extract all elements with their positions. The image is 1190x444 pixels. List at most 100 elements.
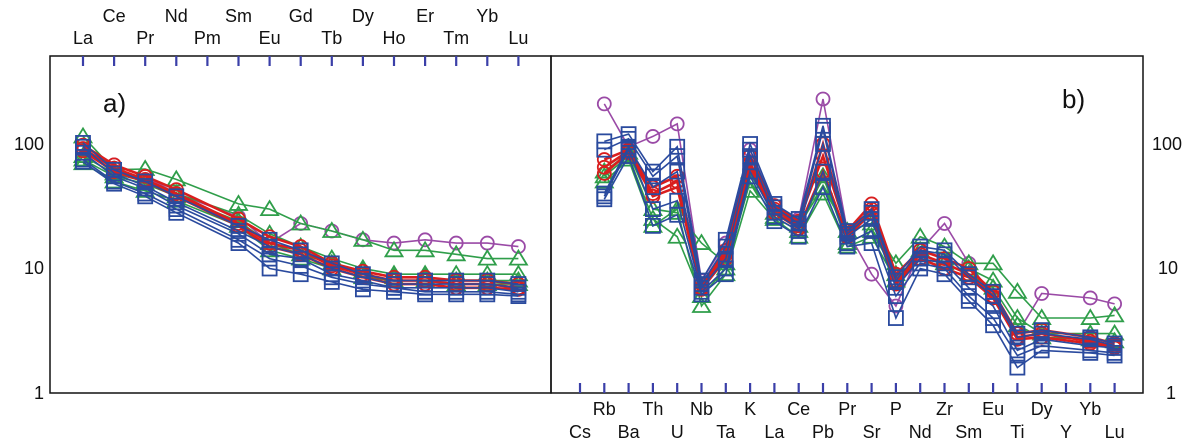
a-series-2-point-11 xyxy=(415,240,436,258)
b-series-1-point-4 xyxy=(669,116,685,132)
b-series-12-point-11 xyxy=(839,238,856,255)
b-series-12-point-17 xyxy=(985,317,1001,334)
a-x-label-Tb: Tb xyxy=(321,28,342,48)
b-x-label-Nd: Nd xyxy=(909,422,932,442)
b-series-4-point-1 xyxy=(594,171,615,189)
b-series-4-point-5 xyxy=(691,296,712,313)
b-series-11-point-12 xyxy=(863,223,880,239)
b-series-12-point-7 xyxy=(742,168,758,185)
a-series-13-point-3 xyxy=(137,188,154,205)
b-x-label-Sm: Sm xyxy=(955,422,982,442)
b-x-label-Ti: Ti xyxy=(1010,422,1024,442)
a-series-13 xyxy=(75,153,527,305)
b-series-10-point-12 xyxy=(863,211,880,227)
panel-b-x-ticks xyxy=(578,383,1116,393)
b-x-label-Eu: Eu xyxy=(982,399,1004,419)
b-series-2-point-18 xyxy=(1007,282,1028,299)
a-series-13-point-2 xyxy=(106,175,122,192)
b-series-3-point-1 xyxy=(594,166,615,184)
b-series-12-point-9 xyxy=(790,228,807,245)
b-series-10-point-7 xyxy=(742,148,758,164)
b-x-label-Ce: Ce xyxy=(787,399,810,419)
b-x-label-Cs: Cs xyxy=(569,422,591,442)
a-x-label-Sm: Sm xyxy=(225,6,252,26)
a-x-label-Dy: Dy xyxy=(352,6,374,26)
b-x-label-Pr: Pr xyxy=(838,399,856,419)
y-tick-label-1-left: 1 xyxy=(34,383,44,403)
b-series-1-point-21 xyxy=(1107,296,1122,312)
b-series-9-point-14 xyxy=(912,242,929,259)
b-x-label-Th: Th xyxy=(642,399,663,419)
b-series-12-line xyxy=(603,154,1115,369)
b-series-12-point-2 xyxy=(620,148,637,164)
a-x-label-Tm: Tm xyxy=(443,28,469,48)
b-series-1-point-12 xyxy=(864,266,879,282)
b-series-11-point-10 xyxy=(815,163,831,180)
a-series-1-point-12 xyxy=(448,235,464,251)
a-x-label-Nd: Nd xyxy=(165,6,188,26)
b-series-12 xyxy=(596,148,1123,376)
a-series-13-point-12 xyxy=(448,286,465,303)
a-series-9-line xyxy=(82,142,519,285)
b-x-label-Ta: Ta xyxy=(716,422,736,442)
a-x-label-Ce: Ce xyxy=(103,6,126,26)
b-series-1-point-3 xyxy=(645,129,661,144)
b-series-12-point-12 xyxy=(863,235,880,251)
a-series-13-point-10 xyxy=(386,283,402,300)
a-series-13-point-7 xyxy=(292,266,309,283)
b-x-label-Zr: Zr xyxy=(936,399,953,419)
panel-b-y-axis: 100 10 1 xyxy=(1152,134,1182,403)
b-series-9-point-16 xyxy=(960,269,977,286)
a-series-1-point-14 xyxy=(511,239,526,254)
b-series-1-point-19 xyxy=(1034,286,1050,301)
b-x-label-Ba: Ba xyxy=(618,422,641,442)
b-series-9-point-1 xyxy=(596,141,613,158)
b-series-11-point-3 xyxy=(645,201,661,217)
b-series-12-point-13 xyxy=(888,310,904,326)
y-tick-label-10-left: 10 xyxy=(24,258,44,278)
a-series-13-point-13 xyxy=(479,286,496,303)
b-series-2-point-17 xyxy=(983,253,1004,271)
b-series-12-point-21 xyxy=(1106,347,1123,364)
b-series-12-point-16 xyxy=(960,292,977,309)
b-x-label-Rb: Rb xyxy=(593,399,616,419)
a-series-13-point-9 xyxy=(354,281,371,298)
a-series-5-point-6 xyxy=(259,240,280,258)
b-x-label-Y: Y xyxy=(1060,422,1072,442)
a-series-2-point-10 xyxy=(383,240,405,258)
b-series-8-point-4 xyxy=(669,138,686,155)
b-x-label-Dy: Dy xyxy=(1031,399,1053,419)
a-series-13-point-1 xyxy=(75,153,91,170)
a-series-2-point-12 xyxy=(446,244,467,262)
b-series-12-point-4 xyxy=(669,206,686,223)
b-series-12-point-19 xyxy=(1033,342,1050,359)
b-series-12-point-6 xyxy=(717,266,734,283)
a-x-label-Pr: Pr xyxy=(136,28,154,48)
b-series-10-point-10 xyxy=(815,136,831,152)
b-series-1-point-20 xyxy=(1082,290,1098,306)
a-series-8-line xyxy=(82,149,519,291)
a-x-label-Pm: Pm xyxy=(194,28,221,48)
b-series-8-point-1 xyxy=(596,133,613,150)
a-x-label-Lu: Lu xyxy=(508,28,528,48)
b-x-label-P: P xyxy=(890,399,902,419)
b-series-12-point-5 xyxy=(693,286,710,303)
b-series-12-point-20 xyxy=(1082,344,1099,361)
b-series-12-point-14 xyxy=(912,260,929,277)
a-series-13-point-4 xyxy=(168,204,185,221)
b-x-label-La: La xyxy=(764,422,785,442)
y-tick-label-1-right: 1 xyxy=(1166,383,1176,403)
b-series-12-point-3 xyxy=(645,217,661,234)
b-series-12-point-18 xyxy=(1009,359,1026,376)
b-x-label-K: K xyxy=(744,399,756,419)
b-series-4-point-10 xyxy=(812,183,834,201)
a-series-13-point-5 xyxy=(230,235,247,251)
b-series-10-point-17 xyxy=(985,298,1001,314)
b-x-label-Lu: Lu xyxy=(1105,422,1125,442)
a-x-label-Eu: Eu xyxy=(259,28,281,48)
b-series-2-point-5 xyxy=(691,233,712,250)
a-series-13-point-11 xyxy=(417,286,434,303)
